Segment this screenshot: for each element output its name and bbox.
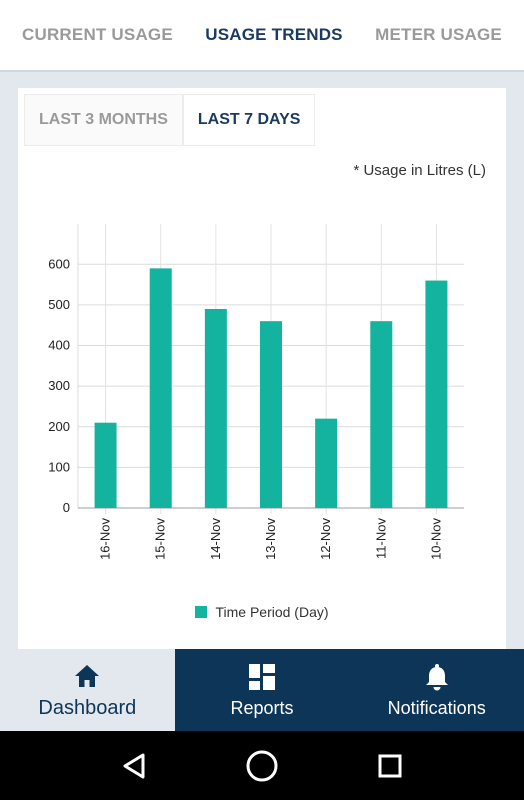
bar-12-nov[interactable] (315, 418, 338, 508)
chart-legend: Time Period (Day) (18, 604, 506, 620)
x-tick-label: 11-Nov (373, 518, 388, 559)
tab-last-7-days[interactable]: LAST 7 DAYS (182, 94, 316, 146)
bar-11-nov[interactable] (370, 321, 393, 508)
x-tick-label: 15-Nov (153, 518, 168, 560)
y-tick-label: 600 (48, 256, 70, 271)
bar-13-nov[interactable] (260, 321, 282, 508)
home-icon (73, 661, 101, 691)
tab-last-3-months[interactable]: LAST 3 MONTHS (24, 94, 183, 146)
bar-15-nov[interactable] (149, 268, 172, 508)
x-tick-label: 10-Nov (428, 518, 443, 560)
home-circle-icon[interactable] (242, 746, 282, 786)
y-tick-label: 400 (48, 338, 70, 353)
usage-chart-card: LAST 3 MONTHS LAST 7 DAYS * Usage in Lit… (18, 88, 506, 652)
tab-meter-usage[interactable]: METER USAGE (375, 25, 502, 44)
y-tick-label: 500 (48, 297, 70, 312)
nav-notifications[interactable]: Notifications (349, 649, 524, 731)
usage-bar-chart: 0 100 200 300 400 500 600 16-Nov 15-Nov 14-Nov 13-… (48, 224, 464, 560)
x-tick-label: 12-Nov (318, 518, 333, 560)
back-icon[interactable] (114, 746, 154, 786)
x-tick-label: 14-Nov (208, 518, 223, 560)
legend-swatch (195, 606, 208, 618)
tab-usage-trends[interactable]: USAGE TRENDS (205, 25, 343, 44)
y-tick-label: 300 (48, 378, 70, 393)
unit-note: * Usage in Litres (L) (353, 162, 486, 179)
period-tab-bar: LAST 3 MONTHS LAST 7 DAYS (24, 94, 316, 146)
android-system-bar (0, 731, 524, 800)
nav-notifications-label: Notifications (387, 697, 486, 718)
x-tick-label: 13-Nov (263, 518, 278, 560)
tab-current-usage[interactable]: CURRENT USAGE (22, 25, 173, 44)
nav-reports[interactable]: Reports (175, 649, 350, 731)
top-tab-bar: CURRENT USAGE USAGE TRENDS METER USAGE (0, 0, 524, 72)
recents-icon[interactable] (370, 746, 410, 786)
bar-14-nov[interactable] (204, 308, 227, 508)
bell-icon (424, 662, 450, 692)
reports-icon (248, 662, 276, 692)
nav-reports-label: Reports (230, 697, 294, 718)
y-tick-label: 200 (48, 419, 70, 434)
bar-10-nov[interactable] (425, 280, 448, 508)
y-tick-label: 0 (63, 500, 70, 515)
y-tick-label: 100 (48, 459, 70, 474)
bottom-navigation: Dashboard Reports Notifications (0, 649, 524, 731)
x-tick-label: 16-Nov (98, 518, 113, 560)
bar-16-nov[interactable] (94, 422, 117, 508)
nav-dashboard-label: Dashboard (38, 696, 137, 719)
nav-dashboard[interactable]: Dashboard (0, 649, 175, 731)
legend-label: Time Period (Day) (215, 604, 329, 620)
